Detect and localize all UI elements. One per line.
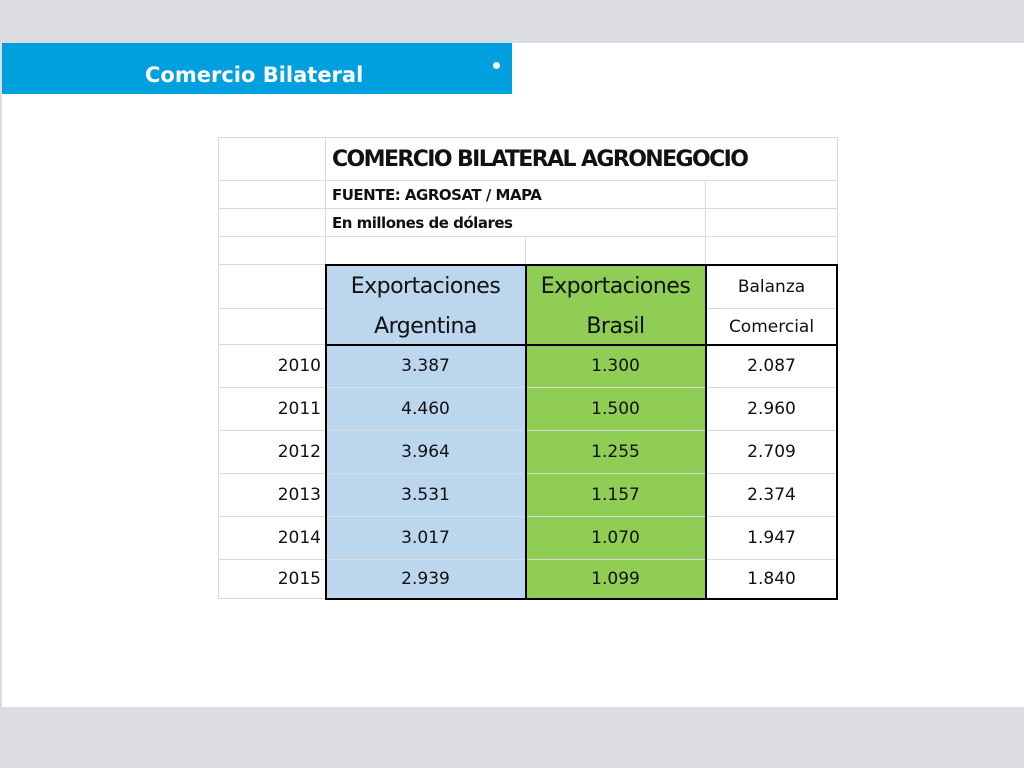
- balanza-value: 1.840: [706, 560, 838, 599]
- empty-cell: [218, 209, 326, 237]
- header-brasil-line1: Exportaciones: [526, 265, 706, 309]
- balanza-value: 2.709: [706, 431, 838, 474]
- year-cell: 2013: [218, 474, 326, 517]
- brasil-value: 1.099: [526, 560, 706, 599]
- brasil-value: 1.300: [526, 345, 706, 388]
- brasil-value: 1.157: [526, 474, 706, 517]
- slide-title: Comercio Bilateral: [145, 63, 364, 87]
- empty-cell: [326, 237, 526, 265]
- argentina-value: 3.531: [326, 474, 526, 517]
- header-balanza-line1: Balanza: [706, 265, 838, 309]
- brasil-value: 1.500: [526, 388, 706, 431]
- units-note: En millones de dólares: [326, 209, 706, 237]
- empty-cell: [706, 209, 838, 237]
- argentina-value: 3.017: [326, 517, 526, 560]
- header-divider: [325, 344, 838, 346]
- header-brasil-line2: Brasil: [526, 309, 706, 345]
- argentina-value: 2.939: [326, 560, 526, 599]
- balanza-value: 2.087: [706, 345, 838, 388]
- balanza-value: 2.960: [706, 388, 838, 431]
- argentina-value: 4.460: [326, 388, 526, 431]
- source-note: FUENTE: AGROSAT / MAPA: [326, 181, 706, 209]
- empty-cell: [218, 137, 326, 181]
- column-divider: [705, 264, 707, 600]
- empty-cell: [526, 237, 706, 265]
- column-divider: [525, 264, 527, 600]
- bullet-dot-icon: [493, 62, 500, 69]
- argentina-value: 3.964: [326, 431, 526, 474]
- empty-cell: [706, 237, 838, 265]
- empty-cell: [218, 309, 326, 345]
- year-cell: 2010: [218, 345, 326, 388]
- year-cell: 2012: [218, 431, 326, 474]
- balanza-value: 2.374: [706, 474, 838, 517]
- spreadsheet-table: COMERCIO BILATERAL AGRONEGOCIO FUENTE: A…: [218, 137, 838, 600]
- year-cell: 2011: [218, 388, 326, 431]
- empty-cell: [218, 181, 326, 209]
- brasil-value: 1.255: [526, 431, 706, 474]
- empty-cell: [218, 265, 326, 309]
- balanza-value: 1.947: [706, 517, 838, 560]
- year-cell: 2015: [218, 560, 326, 599]
- year-cell: 2014: [218, 517, 326, 560]
- table-title: COMERCIO BILATERAL AGRONEGOCIO: [326, 137, 838, 181]
- header-balanza-line2: Comercial: [706, 309, 838, 345]
- empty-cell: [706, 181, 838, 209]
- brasil-value: 1.070: [526, 517, 706, 560]
- header-argentina-line2: Argentina: [326, 309, 526, 345]
- header-bar: Comercio Bilateral: [2, 43, 512, 94]
- argentina-value: 3.387: [326, 345, 526, 388]
- empty-cell: [218, 237, 326, 265]
- header-argentina-line1: Exportaciones: [326, 265, 526, 309]
